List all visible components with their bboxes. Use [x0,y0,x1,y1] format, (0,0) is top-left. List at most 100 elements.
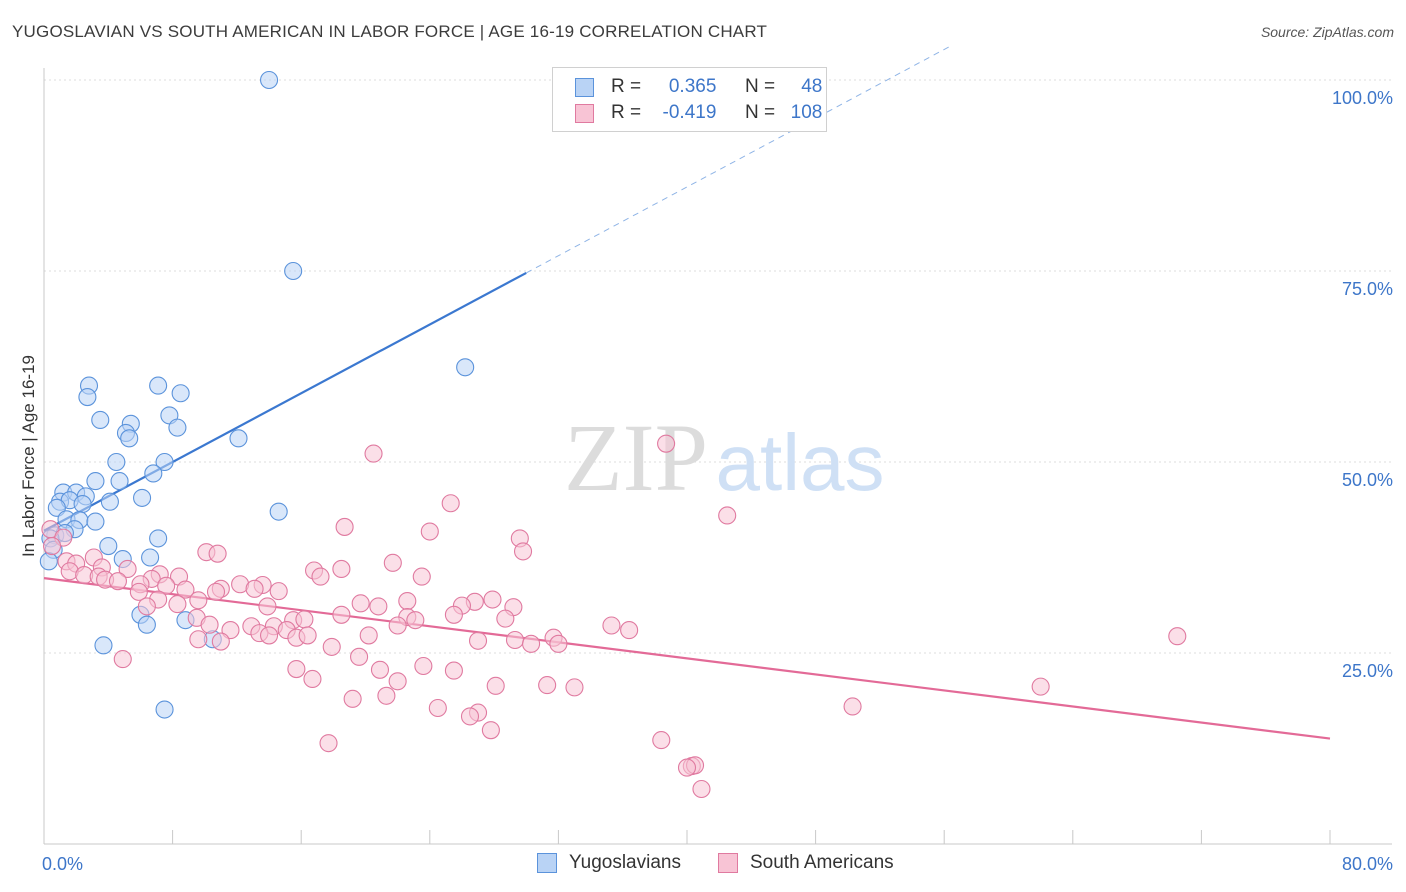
point-south-american [369,597,388,616]
point-south-american [189,630,208,649]
point-yugoslavian [86,472,105,491]
point-south-american [718,506,737,525]
point-south-american [42,536,62,556]
point-south-american [157,576,176,595]
point-south-american [444,661,463,680]
legend-r-value: -0.419 [662,102,717,123]
point-yugoslavian [149,529,168,548]
y-tick-label: 50.0% [1342,470,1393,490]
axes [43,68,1392,845]
point-yugoslavian [149,376,168,395]
point-south-american [538,676,557,695]
point-yugoslavian [78,388,97,407]
point-south-american [343,689,362,708]
stats-legend: R = 0.365 N = 48 R = -0.419 N = 108 [552,67,827,132]
legend-n-label: N = [744,102,776,123]
point-south-american [468,631,488,650]
point-south-american [383,553,402,572]
x-tick-label-min: 0.0% [42,854,83,874]
point-yugoslavian [73,494,92,514]
point-yugoslavian [39,552,58,571]
point-south-american [377,686,396,705]
point-south-american [295,610,314,629]
grid-lines [44,79,1392,654]
point-south-american [481,721,500,740]
point-south-american [1031,677,1050,696]
trendline-yugoslavians-extension [526,45,952,274]
point-south-american [113,650,132,669]
point-yugoslavian [284,261,303,281]
point-south-american [505,630,525,650]
point-south-american [359,626,378,645]
legend-r-label: R = [611,102,642,123]
point-south-american [460,707,480,726]
point-south-american [108,572,127,591]
point-yugoslavian [155,452,174,472]
point-south-american [657,434,676,453]
point-yugoslavian [133,488,152,507]
point-south-american [370,660,390,679]
axis-labels: 25.0% 50.0% 75.0% 100.0% 0.0% 80.0% In Labor F… [19,88,1393,874]
point-yugoslavian [91,410,110,430]
point-south-american [602,616,621,635]
y-axis-title: In Labor Force | Age 16-19 [19,355,38,557]
point-yugoslavian [110,472,129,491]
point-south-american [388,672,407,691]
legend-r-label: R = [611,76,642,97]
point-yugoslavian [229,429,248,448]
point-south-american [420,522,439,541]
point-yugoslavian [144,464,163,483]
point-south-american [414,656,433,676]
point-south-american [620,621,639,640]
point-south-american [412,567,431,586]
point-south-american [118,559,137,579]
legend-n-value: 108 [790,102,823,123]
data-points [39,70,1187,799]
legend-n-label: N = [744,76,776,97]
point-south-american [428,698,447,718]
bottom-legend-label: Yugoslavians [569,852,681,873]
point-yugoslavian [100,492,119,511]
point-yugoslavian [86,512,105,531]
point-south-american [332,605,351,624]
point-south-american [364,444,383,463]
y-tick-label: 100.0% [1332,88,1393,108]
point-south-american [206,582,226,601]
point-south-american [200,615,219,634]
point-south-american [406,611,425,630]
point-south-american [269,582,288,601]
point-yugoslavian [259,70,279,90]
point-south-american [351,594,370,613]
point-yugoslavian [137,615,156,634]
point-yugoslavian [94,636,113,655]
point-yugoslavian [269,502,288,521]
bottom-legend-swatch-pink [718,853,738,873]
point-yugoslavian [141,548,160,567]
point-south-american [129,582,148,601]
point-south-american [168,595,187,614]
bottom-legend-swatch-blue [537,853,557,873]
point-south-american [692,779,711,799]
point-south-american [522,634,541,653]
point-south-american [677,758,697,777]
point-south-american [388,616,407,635]
point-south-american [549,634,568,653]
watermark-atlas: atlas [716,418,885,507]
point-south-american [322,637,341,656]
point-yugoslavian [120,429,139,448]
trendline-south-americans [43,577,1331,740]
source-label: Source: ZipAtlas.com [1260,24,1394,40]
point-south-american [843,697,862,716]
legend-swatch-blue [575,78,594,97]
point-south-american [298,626,317,645]
x-tick-label-max: 80.0% [1342,854,1393,874]
bottom-legend-label: South Americans [750,852,894,873]
point-south-american [303,669,322,689]
legend-swatch-pink [575,104,594,123]
watermark-zip: ZIP [564,404,708,511]
point-south-american [137,597,156,616]
legend-r-value: 0.365 [668,76,717,97]
point-yugoslavian [99,536,118,556]
watermark: ZIP atlas [564,404,884,511]
